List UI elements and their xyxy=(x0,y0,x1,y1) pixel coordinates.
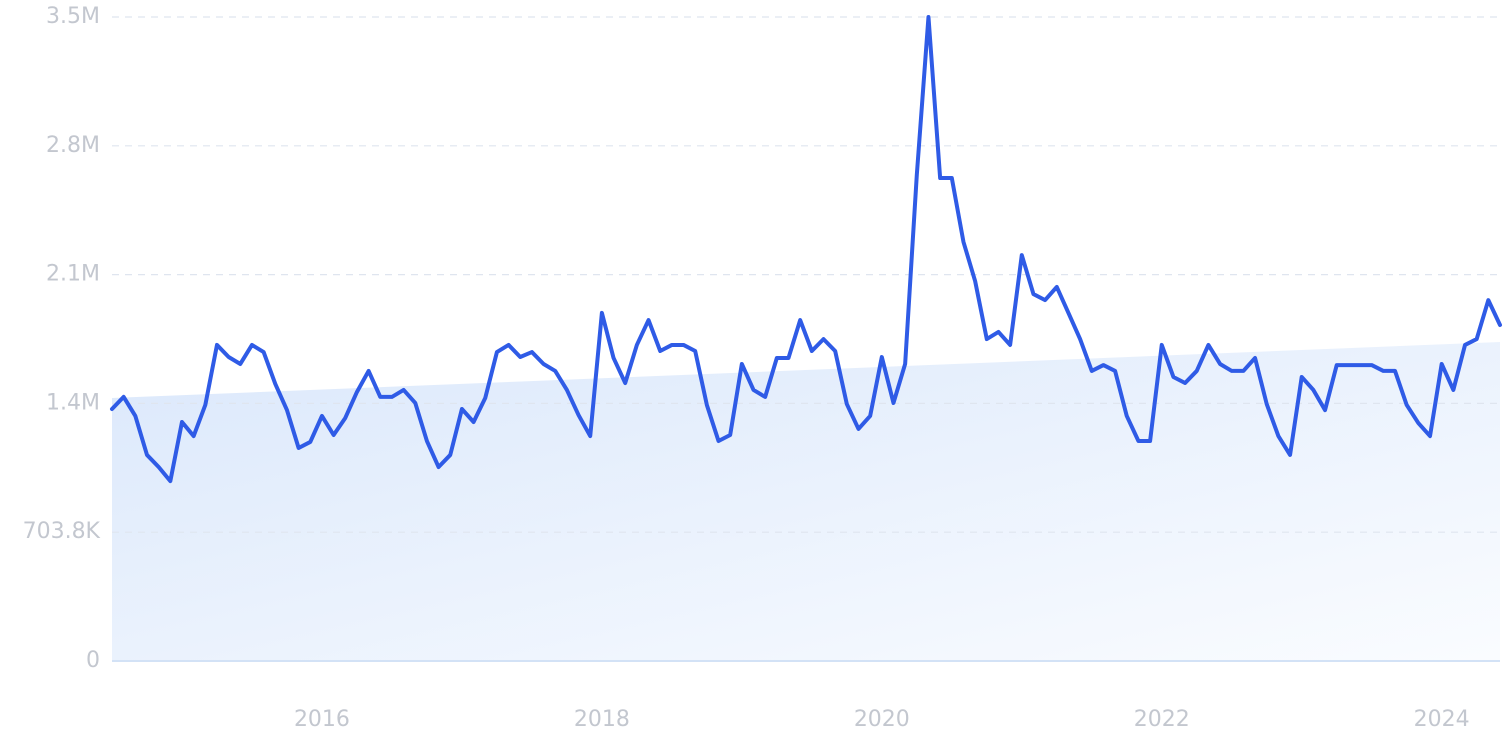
trend-area xyxy=(112,342,1500,661)
y-tick-label: 1.4M xyxy=(46,390,100,415)
line xyxy=(110,15,1502,484)
y-tick-label: 0 xyxy=(86,648,100,673)
y-tick-label: 2.8M xyxy=(46,133,100,158)
y-tick-label: 3.5M xyxy=(46,4,100,29)
x-tick-label: 2016 xyxy=(294,707,350,732)
x-tick-label: 2022 xyxy=(1134,707,1190,732)
x-tick-label: 2018 xyxy=(574,707,630,732)
y-tick-label: 2.1M xyxy=(46,262,100,287)
x-tick-label: 2020 xyxy=(854,707,910,732)
y-tick-label: 703.8K xyxy=(23,519,101,544)
x-tick-label: 2024 xyxy=(1414,707,1470,732)
